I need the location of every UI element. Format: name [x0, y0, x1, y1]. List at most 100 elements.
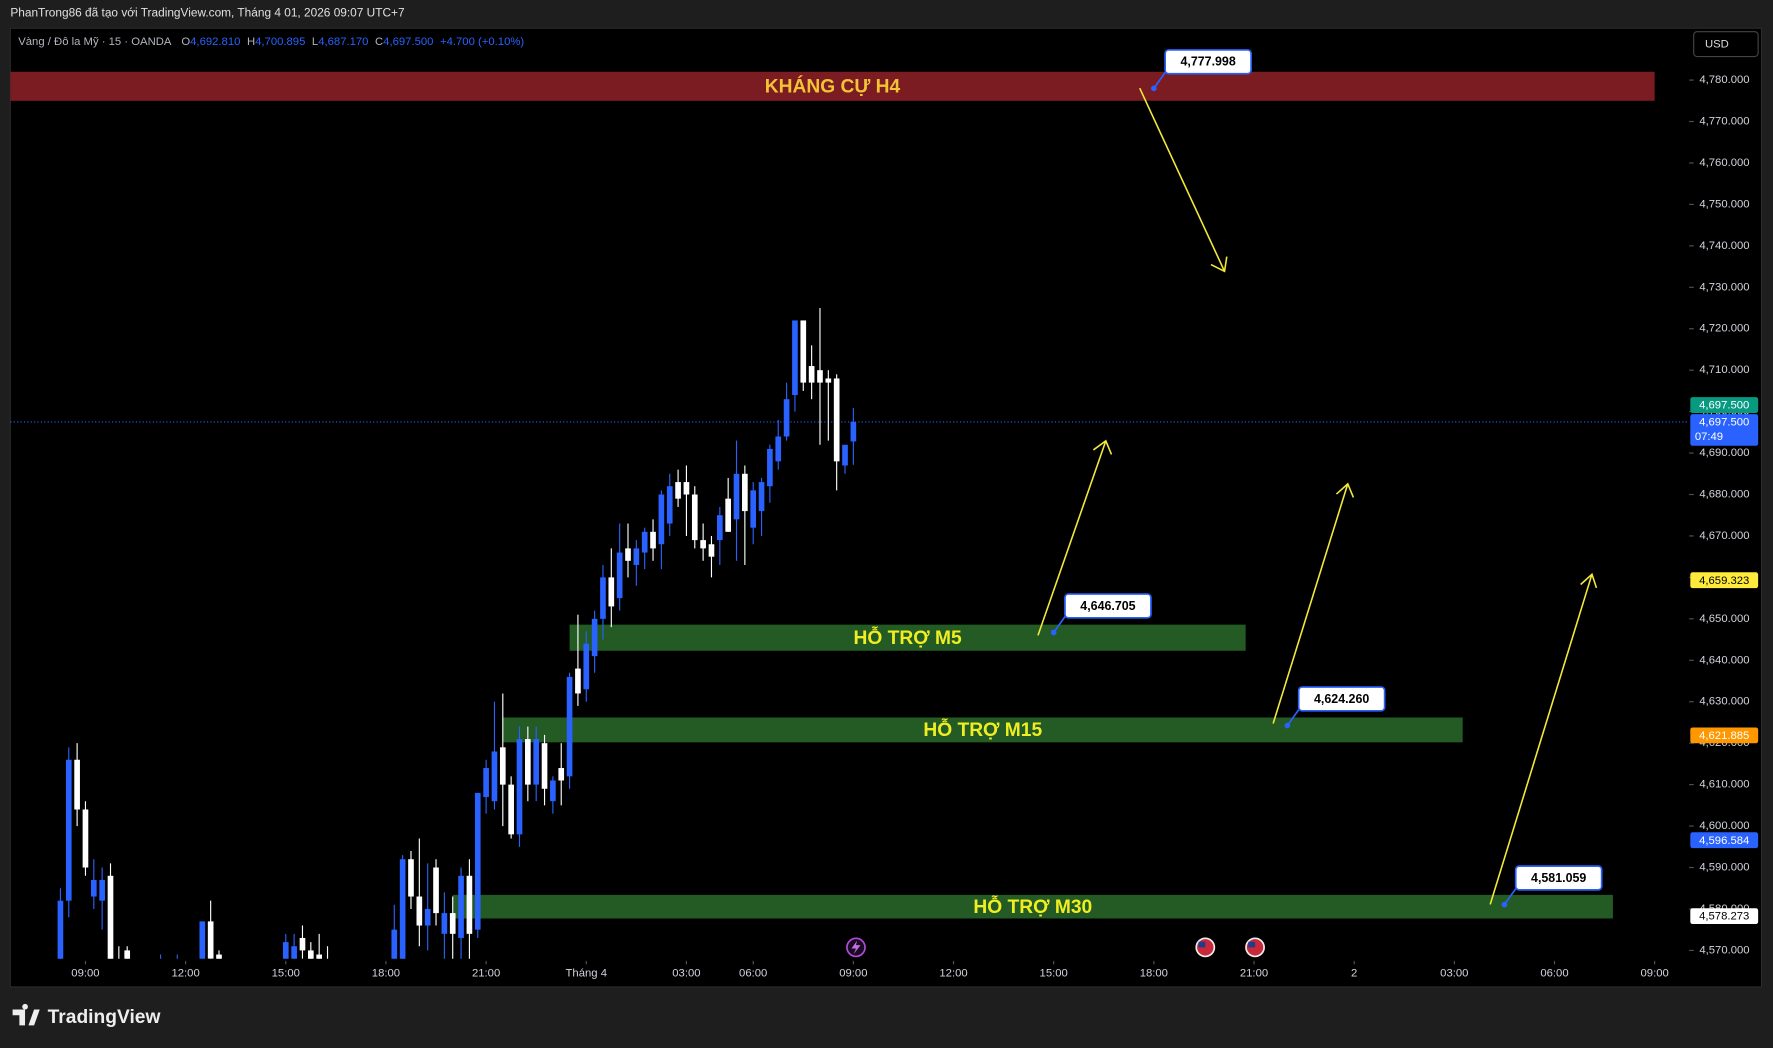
- x-tick-label: 06:00: [1540, 967, 1568, 979]
- callout-leader: [1153, 72, 1166, 89]
- candle-body: [725, 498, 731, 532]
- candle-body: [458, 875, 464, 938]
- candle-body: [650, 531, 656, 549]
- candle-body: [216, 954, 222, 959]
- candle-body: [641, 531, 648, 553]
- currency-box[interactable]: [1693, 31, 1759, 58]
- zone: [569, 624, 1246, 651]
- candle-body: [65, 759, 72, 901]
- candle-body: [483, 768, 489, 798]
- zone: [502, 717, 1463, 743]
- zone-label: KHÁNG CỰ H4: [765, 75, 901, 97]
- event-icons[interactable]: [846, 937, 1265, 958]
- candle-body: [316, 954, 322, 959]
- candle-body: [775, 436, 782, 462]
- candle-body: [157, 958, 164, 959]
- candle-body: [675, 482, 681, 499]
- candle-body: [124, 950, 131, 959]
- candle-body: [550, 780, 556, 802]
- x-tick-label: 09:00: [1641, 967, 1669, 979]
- candle-body: [808, 366, 815, 383]
- candle-body: [433, 867, 439, 914]
- candle-body: [750, 490, 757, 528]
- candle-body: [449, 913, 456, 934]
- candle-body: [291, 946, 297, 959]
- callout-box: [1164, 49, 1252, 75]
- candle-body: [700, 540, 706, 549]
- candle-body: [508, 784, 514, 835]
- x-tick-label: 03:00: [1440, 967, 1468, 979]
- y-tick-label: 4,690.000: [1699, 447, 1749, 459]
- y-tick-label: 4,630.000: [1699, 696, 1749, 708]
- candle-body: [116, 958, 122, 959]
- price-badge-label: 4,697.500: [1699, 417, 1749, 429]
- x-tick-label: 06:00: [739, 967, 767, 979]
- callout-label: 4,624.260: [1314, 692, 1369, 706]
- arrow: [1489, 574, 1593, 905]
- candle-body: [408, 859, 414, 897]
- header: PhanTrong86 đã tạo với TradingView.com, …: [10, 6, 404, 20]
- x-tick-label: 12:00: [171, 967, 199, 979]
- symbol: Vàng / Đô la Mỹ · 15 · OANDA: [18, 36, 172, 48]
- candle-body: [817, 370, 823, 383]
- event-icon-bolt: [851, 940, 861, 955]
- arrow: [1037, 440, 1107, 636]
- zone-label: HỖ TRỢ M30: [973, 896, 1092, 918]
- y-tick-label: 4,680.000: [1699, 488, 1749, 500]
- x-tick-label: 18:00: [1140, 967, 1168, 979]
- price-badge: [1690, 908, 1759, 925]
- candle-body: [90, 879, 97, 897]
- candle-body: [658, 494, 665, 545]
- y-tick-label: 4,670.000: [1699, 530, 1749, 542]
- callout-point: [1151, 85, 1157, 92]
- candle-body: [74, 759, 80, 810]
- candle-body: [591, 618, 598, 657]
- candle-body: [850, 421, 857, 442]
- candle-body: [416, 896, 423, 926]
- candle-body: [666, 486, 673, 524]
- ohlc-value: 4,687.170: [318, 36, 368, 48]
- y-tick-label: 4,760.000: [1699, 157, 1749, 169]
- price-badge-label: 4,659.323: [1699, 575, 1749, 587]
- callouts: 4,777.998 4,646.705 4,624.260 4,581.059: [1050, 49, 1603, 908]
- candle-body: [583, 643, 590, 690]
- candle-body: [399, 859, 406, 959]
- candle-body: [758, 482, 765, 512]
- candle-body: [491, 751, 498, 802]
- candles: [57, 308, 857, 959]
- candle-body: [307, 950, 314, 959]
- y-tick-label: 4,750.000: [1699, 198, 1749, 210]
- candle-body: [499, 747, 506, 785]
- brand: TradingView: [48, 1007, 161, 1028]
- callout-box: [1514, 865, 1603, 891]
- y-tick-label: 4,640.000: [1699, 654, 1749, 666]
- candle-body: [533, 739, 540, 785]
- arrow-head: [1335, 482, 1355, 498]
- candle-body: [474, 792, 481, 930]
- candle-body: [107, 875, 114, 959]
- zone-label: HỖ TRỢ M5: [854, 627, 962, 649]
- y-tick-label: 4,600.000: [1699, 820, 1749, 832]
- candle-body: [683, 482, 690, 495]
- zone: [10, 71, 1655, 101]
- candle-body: [199, 921, 206, 959]
- ohlc-value: 4,700.895: [255, 36, 305, 48]
- candle-body: [282, 942, 289, 959]
- symbol-legend: Vàng / Đô la Mỹ · 15 · OANDA O4,692.810 …: [18, 36, 524, 48]
- currency-button[interactable]: USD: [1693, 31, 1759, 58]
- callout-leader: [1286, 709, 1300, 727]
- candle-body: [833, 378, 840, 462]
- candle-body: [441, 913, 448, 934]
- callout-leader: [1052, 616, 1066, 633]
- candle-body: [57, 900, 64, 959]
- price-badge: [1690, 572, 1759, 589]
- price-badge: [1690, 832, 1759, 849]
- y-tick-label: 4,650.000: [1699, 613, 1749, 625]
- callout-label: 4,581.059: [1531, 871, 1586, 885]
- y-tick-label: 4,570.000: [1699, 944, 1749, 956]
- y-tick-label: 4,730.000: [1699, 281, 1749, 293]
- x-tick-label: 18:00: [372, 967, 400, 979]
- candle-body: [558, 768, 565, 781]
- currency[interactable]: USD: [1705, 39, 1729, 51]
